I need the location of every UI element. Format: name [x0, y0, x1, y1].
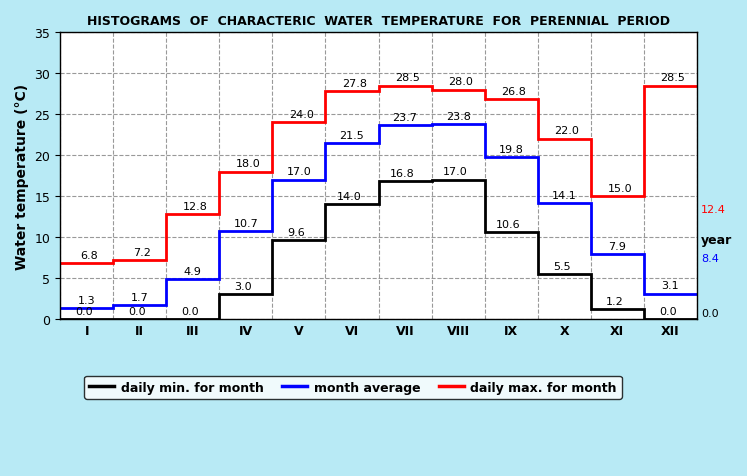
Text: year: year	[701, 234, 732, 247]
Text: 1.7: 1.7	[131, 292, 149, 302]
Text: 23.8: 23.8	[446, 111, 471, 121]
Text: 0.0: 0.0	[701, 308, 719, 318]
Text: 6.8: 6.8	[81, 250, 98, 260]
Text: 12.8: 12.8	[183, 201, 208, 211]
Text: 17.0: 17.0	[287, 167, 311, 177]
Legend: daily min. for month, month average, daily max. for month: daily min. for month, month average, dai…	[84, 376, 622, 399]
Text: 26.8: 26.8	[501, 87, 527, 97]
Text: 19.8: 19.8	[499, 144, 524, 154]
Title: HISTOGRAMS  OF  CHARACTERIC  WATER  TEMPERATURE  FOR  PERENNIAL  PERIOD: HISTOGRAMS OF CHARACTERIC WATER TEMPERAT…	[87, 15, 670, 28]
Text: 3.1: 3.1	[662, 281, 679, 291]
Text: 24.0: 24.0	[289, 110, 314, 120]
Text: 0.0: 0.0	[128, 306, 146, 316]
Text: 7.2: 7.2	[134, 247, 152, 257]
Text: 9.6: 9.6	[288, 228, 306, 238]
Text: 27.8: 27.8	[342, 79, 367, 89]
Text: 28.5: 28.5	[395, 73, 420, 83]
Text: 28.5: 28.5	[660, 73, 686, 83]
Text: 4.9: 4.9	[184, 266, 202, 276]
Text: 28.0: 28.0	[448, 77, 473, 87]
Text: 0.0: 0.0	[75, 306, 93, 316]
Text: 7.9: 7.9	[608, 241, 626, 251]
Text: 3.0: 3.0	[235, 281, 252, 291]
Text: 15.0: 15.0	[607, 183, 632, 193]
Text: 14.0: 14.0	[337, 192, 362, 201]
Text: 1.3: 1.3	[78, 296, 96, 305]
Text: 8.4: 8.4	[701, 253, 719, 263]
Text: 0.0: 0.0	[659, 306, 677, 316]
Text: 17.0: 17.0	[443, 167, 468, 177]
Text: 10.7: 10.7	[234, 218, 258, 228]
Text: 18.0: 18.0	[236, 159, 261, 169]
Text: 14.1: 14.1	[552, 191, 577, 201]
Text: 5.5: 5.5	[553, 261, 571, 271]
Y-axis label: Water temperature (°C): Water temperature (°C)	[15, 83, 29, 269]
Text: 23.7: 23.7	[393, 112, 418, 122]
Text: 21.5: 21.5	[340, 130, 365, 140]
Text: 12.4: 12.4	[701, 205, 726, 215]
Text: 10.6: 10.6	[496, 219, 521, 229]
Text: 22.0: 22.0	[554, 126, 580, 136]
Text: 1.2: 1.2	[606, 296, 624, 306]
Text: 0.0: 0.0	[182, 306, 199, 316]
Text: 16.8: 16.8	[390, 169, 415, 178]
